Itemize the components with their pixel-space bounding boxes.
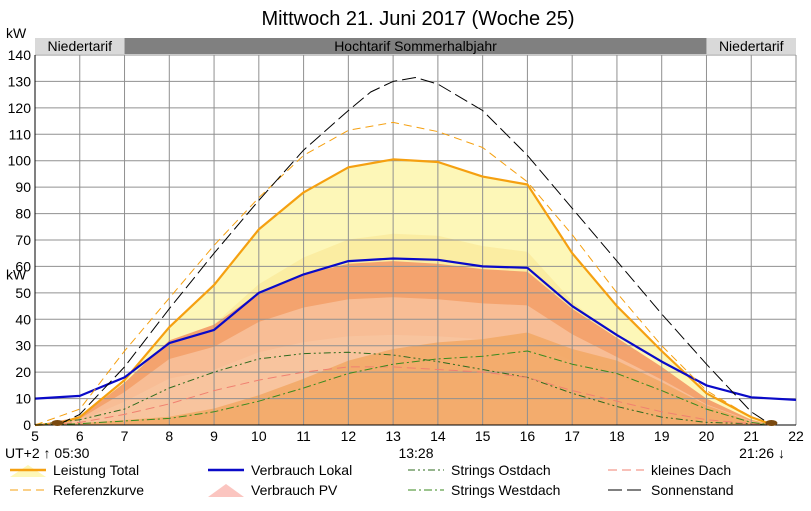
- legend-item-leistung: Leistung Total: [10, 462, 139, 478]
- x-tick-label: 19: [654, 428, 670, 444]
- tariff-band-label: Hochtarif Sommerhalbjahr: [334, 38, 497, 54]
- legend-label: Sonnenstand: [651, 482, 734, 498]
- y-tick-label: 20: [15, 364, 31, 380]
- x-tick-label: 6: [76, 428, 84, 444]
- x-tick-label: 9: [210, 428, 218, 444]
- tariff-band: [124, 38, 707, 54]
- legend-label: Referenzkurve: [53, 482, 144, 498]
- tariff-band: [35, 38, 125, 54]
- sunrise-annotation: UT+2 ↑ 05:30: [5, 445, 90, 461]
- sun-marker: [51, 420, 64, 426]
- axes: 0 10 20 30 40 50 60 70 80 90 100 110 120 130 140 kW 5 6 7 8…: [6, 47, 804, 444]
- legend-item-verbrauchpv: Verbrauch PV: [208, 482, 338, 498]
- y-tick-label: 100: [8, 153, 32, 169]
- tariff-bar: Niedertarif Hochtarif Sommerhalbjahr Niede…: [35, 38, 796, 54]
- legend-label: Strings Ostdach: [451, 462, 551, 478]
- x-tick-label: 13: [385, 428, 401, 444]
- x-tick-label: 7: [121, 428, 129, 444]
- legend-item-ostdach: Strings Ostdach: [408, 462, 551, 478]
- legend-swatch: [208, 484, 244, 497]
- x-tick-label: 8: [165, 428, 173, 444]
- y-axis-unit-mid: kW: [6, 266, 27, 282]
- y-tick-label: 0: [23, 417, 31, 433]
- chart-title: Mittwoch 21. Juni 2017 (Woche 25): [261, 8, 574, 30]
- legend-item-kleines: kleines Dach: [608, 462, 731, 478]
- legend-label: Leistung Total: [53, 462, 139, 478]
- x-tick-label: 5: [31, 428, 39, 444]
- legend-label: Verbrauch PV: [251, 482, 338, 498]
- y-tick-label: 130: [8, 73, 32, 89]
- series-lines: [34, 77, 797, 427]
- legend-item-westdach: Strings Westdach: [408, 482, 560, 498]
- lower-area-band: [35, 332, 774, 425]
- tariff-band: [706, 38, 796, 54]
- grid-lines: [34, 54, 797, 426]
- sunset-annotation: 21:26 ↓: [739, 445, 785, 461]
- x-tick-label: 15: [475, 428, 491, 444]
- x-tick-label: 20: [699, 428, 715, 444]
- y-tick-label: 120: [8, 100, 32, 116]
- legend-item-referenz: Referenzkurve: [10, 482, 144, 498]
- y-tick-label: 10: [15, 391, 31, 407]
- legend-label: kleines Dach: [651, 462, 731, 478]
- x-tick-label: 11: [296, 428, 311, 444]
- x-tick-label: 22: [788, 428, 804, 444]
- x-tick-label: 14: [430, 428, 446, 444]
- legend-label: Strings Westdach: [451, 482, 560, 498]
- y-tick-label: 40: [15, 311, 31, 327]
- y-tick-label: 90: [15, 179, 31, 195]
- series-line-verbrauch-lokal: [34, 257, 797, 401]
- series-line-leistung-total: [34, 158, 774, 427]
- legend-item-verbrauch: Verbrauch Lokal: [208, 462, 352, 478]
- y-tick-label: 110: [9, 126, 32, 142]
- x-tick-label: 21: [743, 428, 759, 444]
- y-tick-label: 30: [15, 338, 31, 354]
- series-line-sonnenstand: [57, 77, 772, 426]
- y-tick-label: 80: [15, 206, 31, 222]
- legend: Leistung Total Verbrauch Lokal Strings Ost…: [10, 462, 734, 498]
- annotations: UT+2 ↑ 05:30 13:28 21:26 ↓: [5, 445, 785, 461]
- x-tick-label: 17: [564, 428, 580, 444]
- x-tick-label: 12: [341, 428, 357, 444]
- x-tick-label: 16: [520, 428, 536, 444]
- y-tick-label: 50: [15, 285, 31, 301]
- legend-item-sonne: Sonnenstand: [608, 482, 734, 498]
- series-line-kleines-dach: [34, 366, 774, 426]
- tariff-band-label: Niedertarif: [719, 38, 784, 54]
- area-fills: [35, 159, 774, 425]
- x-tick-label: 18: [609, 428, 625, 444]
- sun-marker: [765, 420, 778, 426]
- series-line-strings-westdach: [34, 350, 774, 426]
- x-tick-label: 10: [251, 428, 267, 444]
- noon-annotation: 13:28: [398, 445, 433, 461]
- y-tick-label: 140: [8, 47, 32, 63]
- tariff-band-label: Niedertarif: [47, 38, 112, 54]
- y-tick-label: 60: [15, 258, 31, 274]
- legend-label: Verbrauch Lokal: [251, 462, 352, 478]
- y-axis-unit-top: kW: [6, 25, 27, 41]
- y-tick-label: 70: [15, 232, 31, 248]
